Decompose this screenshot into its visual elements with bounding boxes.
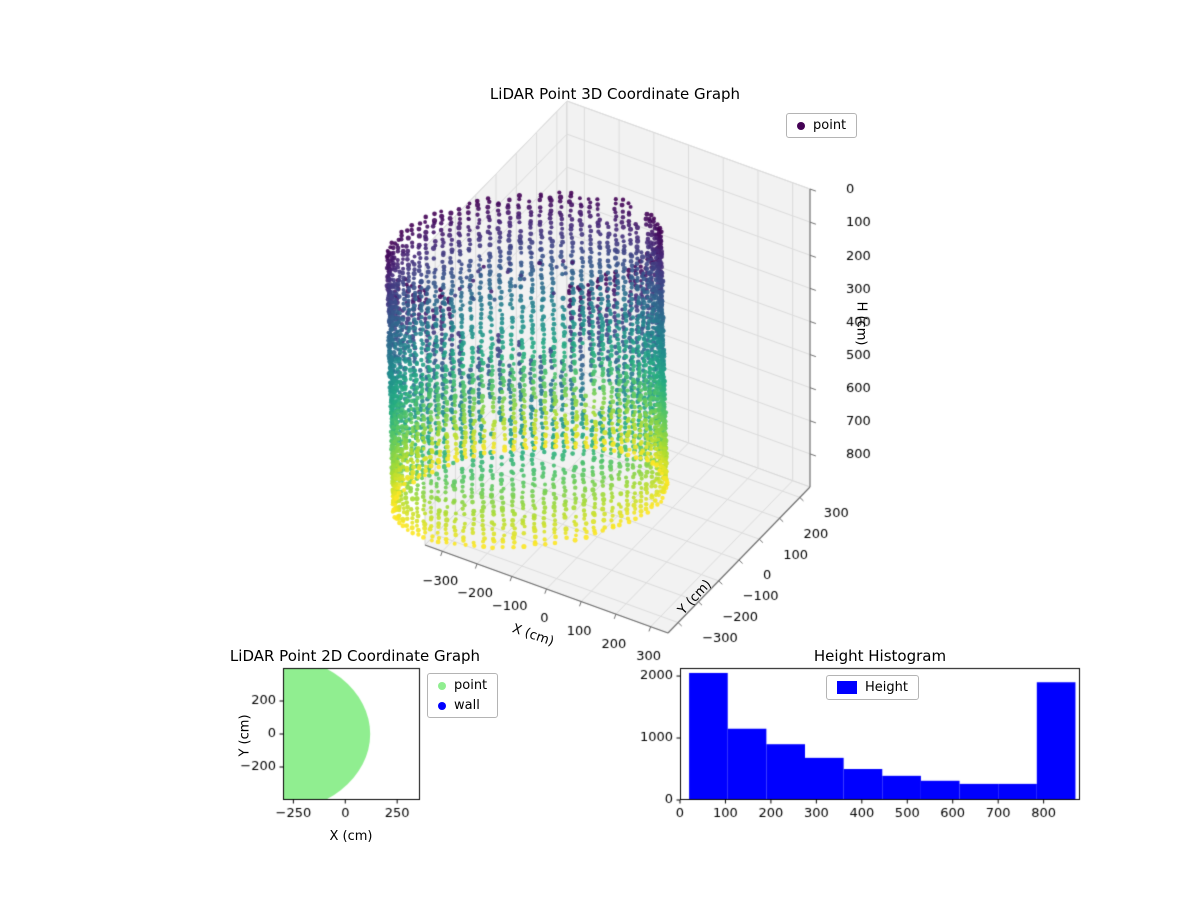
wall-marker-icon bbox=[438, 701, 446, 710]
hist-title: Height Histogram bbox=[813, 647, 947, 665]
plot3d-zlabel: H (cm) bbox=[853, 301, 869, 346]
legend-label-height: Height bbox=[865, 680, 908, 695]
legend-label-wall-2d: wall bbox=[454, 698, 480, 713]
point-marker-icon bbox=[438, 681, 446, 690]
legend-item-point-3d: point bbox=[797, 118, 846, 133]
legend-item-height: Height bbox=[837, 680, 908, 695]
legend-item-point-2d: point bbox=[438, 678, 487, 693]
plot2d-ylabel: Y (cm) bbox=[237, 714, 253, 757]
legend-label-point-2d: point bbox=[454, 678, 488, 693]
point-marker-icon bbox=[797, 121, 805, 130]
plot2d-title: LiDAR Point 2D Coordinate Graph bbox=[229, 647, 481, 665]
hist-legend: Height bbox=[826, 675, 919, 700]
plot3d-title: LiDAR Point 3D Coordinate Graph bbox=[489, 85, 741, 103]
plot3d-legend: point bbox=[786, 113, 858, 138]
height-patch-icon bbox=[837, 681, 857, 694]
legend-label-point-3d: point bbox=[813, 118, 847, 133]
plot2d-legend: point wall bbox=[427, 673, 499, 718]
plot2d-xlabel: X (cm) bbox=[329, 829, 373, 844]
legend-item-wall-2d: wall bbox=[438, 698, 487, 713]
